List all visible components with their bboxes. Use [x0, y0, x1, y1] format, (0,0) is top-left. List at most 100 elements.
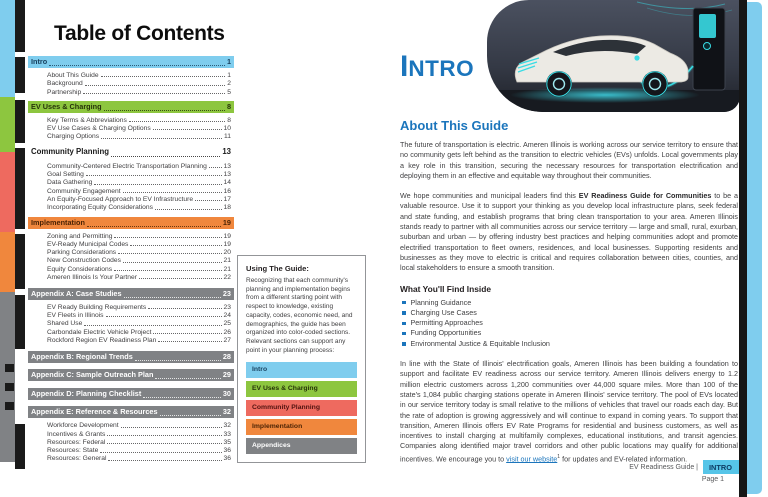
toc-section-header[interactable]: Appendix B: Regional Trends 28: [28, 350, 234, 363]
accent-bar-segment: [15, 57, 25, 93]
toc-item-page: 36: [223, 455, 231, 463]
toc-item-label: Zoning and Permitting: [47, 232, 113, 240]
toc-item[interactable]: Equity Considerations 21: [28, 265, 234, 273]
toc-item-page: 13: [223, 171, 231, 179]
toc-item[interactable]: Parking Considerations 20: [28, 248, 234, 256]
dot-leader: [114, 270, 222, 272]
guide-name-bold: EV Readiness Guide for Communities: [578, 191, 712, 201]
toc-item-label: Rockford Region EV Readiness Plan: [47, 336, 157, 344]
bullet-square-icon: [402, 311, 406, 315]
accent-square: [5, 364, 14, 372]
toc-section-label: Community Planning: [31, 147, 109, 156]
toc-section-header[interactable]: EV Uses & Charging 8: [28, 100, 234, 113]
dot-leader: [85, 175, 222, 177]
toc-section-header[interactable]: Appendix A: Case Studies 23: [28, 287, 234, 300]
toc-section-page: 8: [226, 101, 231, 111]
dot-leader: [208, 167, 222, 169]
toc-item[interactable]: Background 2: [28, 79, 234, 87]
legend-item-gray[interactable]: Appendices: [246, 438, 357, 455]
toc-item[interactable]: Goal Setting 13: [28, 170, 234, 178]
toc-item[interactable]: Partnership 5: [28, 88, 234, 96]
about-this-guide-heading: About This Guide: [400, 118, 509, 133]
toc-item-label: Key Terms & Abbreviations: [47, 116, 127, 124]
dot-leader: [153, 333, 222, 335]
guide-legend: Intro EV Uses & Charging Community Plannin…: [246, 362, 357, 455]
toc-item[interactable]: Incorporating Equity Considerations 18: [28, 203, 234, 211]
page-number: Page 1: [701, 476, 724, 483]
paragraph-1: The future of transportation is electric…: [400, 140, 738, 180]
legend-item-orange[interactable]: Implementation: [246, 419, 357, 436]
toc-item[interactable]: Resources: General 36: [28, 455, 234, 463]
accent-bar-segment: [15, 295, 25, 349]
right-black-bar: [739, 0, 747, 497]
toc-item-label: Charging Options: [47, 133, 100, 141]
toc-section-header[interactable]: Implementation 19: [28, 216, 234, 229]
toc-section-label: Appendix A: Case Studies: [31, 288, 122, 298]
toc-section-header[interactable]: Community Planning 13: [28, 146, 234, 159]
bullet-label: Funding Opportunities: [410, 328, 482, 338]
toc-item[interactable]: About This Guide 1: [28, 71, 234, 79]
toc-item[interactable]: Zoning and Permitting 19: [28, 232, 234, 240]
toc-item[interactable]: EV Fleets in Illinois 24: [28, 311, 234, 319]
dot-leader: [143, 396, 221, 398]
toc-item[interactable]: Shared Use 25: [28, 319, 234, 327]
paragraph-3: In line with the State of Illinois' elec…: [400, 359, 738, 464]
paragraph-2-rest: to be a valuable resource. Use it to sup…: [400, 191, 738, 273]
dot-leader: [128, 121, 226, 123]
toc-item[interactable]: Community-Centered Electric Transportati…: [28, 162, 234, 170]
toc-item[interactable]: Community Engagement 16: [28, 187, 234, 195]
toc-item[interactable]: Incentives & Grants 33: [28, 430, 234, 438]
toc-item[interactable]: Carbondale Electric Vehicle Project 26: [28, 328, 234, 336]
toc-section-header[interactable]: Appendix C: Sample Outreach Plan 29: [28, 369, 234, 382]
toc-item-label: Resources: General: [47, 455, 107, 463]
toc-item[interactable]: EV Ready Building Requirements 23: [28, 303, 234, 311]
legend-item-blue[interactable]: Intro: [246, 362, 357, 379]
legend-item-red[interactable]: Community Planning: [246, 400, 357, 417]
toc-section-page: 30: [222, 388, 231, 398]
toc-item[interactable]: Key Terms & Abbreviations 8: [28, 116, 234, 124]
dot-leader: [49, 65, 225, 66]
toc-item[interactable]: New Construction Codes 21: [28, 256, 234, 264]
bullet-label: Permitting Approaches: [410, 318, 483, 328]
website-link[interactable]: visit our website: [506, 454, 558, 464]
toc-item[interactable]: Rockford Region EV Readiness Plan 27: [28, 336, 234, 344]
dot-leader: [107, 443, 222, 445]
toc-section-header[interactable]: Appendix D: Planning Checklist 30: [28, 387, 234, 400]
dot-leader: [123, 296, 221, 298]
toc-item[interactable]: Charging Options 11: [28, 132, 234, 140]
toc-item-page: 20: [223, 249, 231, 257]
legend-item-green[interactable]: EV Uses & Charging: [246, 381, 357, 398]
edge-strip-appendices: [0, 292, 15, 462]
paragraph-3-rest: for updates and EV-related information.: [560, 454, 688, 464]
toc-item[interactable]: EV Use Cases & Charging Options 10: [28, 124, 234, 132]
dot-leader: [94, 183, 222, 185]
toc-section-label: Appendix D: Planning Checklist: [31, 388, 142, 398]
toc-item-label: Shared Use: [47, 320, 83, 328]
dot-leader: [195, 200, 222, 202]
toc-item[interactable]: Ameren Illinois Is Your Partner 22: [28, 273, 234, 281]
toc-item[interactable]: An Equity-Focused Approach to EV Infrast…: [28, 195, 234, 203]
accent-bar-segment: [15, 148, 25, 229]
toc-section-label: EV Uses & Charging: [31, 101, 102, 111]
toc-item[interactable]: Resources: Federal 35: [28, 438, 234, 446]
edge-strip-community: [0, 152, 15, 232]
toc-section-header[interactable]: Appendix E: Reference & Resources 32: [28, 406, 234, 419]
accent-bar-segment: [15, 100, 25, 143]
toc-item[interactable]: Resources: State 36: [28, 446, 234, 454]
toc-item-label: Parking Considerations: [47, 249, 117, 257]
toc-item-page: 10: [223, 125, 231, 133]
toc-item-group: EV Ready Building Requirements 23 EV Fleet…: [28, 303, 234, 344]
paragraph-3-text: In line with the State of Illinois' elec…: [400, 359, 738, 464]
toc-item[interactable]: Workforce Development 32: [28, 421, 234, 429]
bullet-item: Environmental Justice & Equitable Inclus…: [400, 339, 738, 349]
dot-leader: [114, 236, 222, 238]
toc-item[interactable]: Data Gathering 14: [28, 178, 234, 186]
toc-section-header[interactable]: Intro 1: [28, 56, 234, 68]
toc-section-page: 19: [222, 217, 231, 227]
toc-item-page: 21: [223, 257, 231, 265]
toc-item-label: An Equity-Focused Approach to EV Infrast…: [47, 195, 194, 203]
toc-item[interactable]: EV-Ready Municipal Codes 19: [28, 240, 234, 248]
footnote-marker: 1: [557, 453, 561, 460]
dot-leader: [130, 245, 222, 247]
